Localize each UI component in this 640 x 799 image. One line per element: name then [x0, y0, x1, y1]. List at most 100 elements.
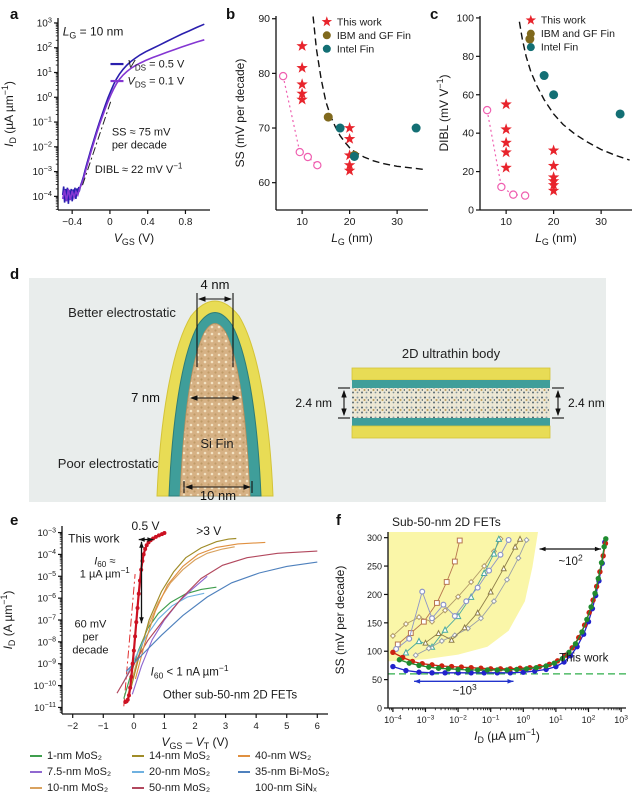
svg-text:80: 80: [462, 51, 474, 63]
svg-text:20: 20: [462, 166, 474, 178]
svg-text:SS (mV per decade): SS (mV per decade): [233, 59, 247, 168]
svg-text:~103: ~103: [452, 682, 477, 698]
svg-text:0.4: 0.4: [141, 217, 155, 228]
svg-text:5: 5: [284, 721, 289, 732]
panel-label-d: d: [10, 266, 20, 283]
fin-base-width-label: 10 nm: [200, 488, 236, 503]
legend-swatch: [30, 770, 42, 774]
svg-text:100: 100: [367, 647, 382, 657]
svg-text:60: 60: [258, 177, 270, 189]
svg-text:1: 1: [162, 721, 167, 732]
legend-label: 100-nm SiNₓ: [255, 782, 317, 794]
svg-text:0: 0: [468, 205, 474, 217]
svg-text:ID (µA µm−1): ID (µA µm−1): [0, 81, 18, 147]
svg-text:VGS (V): VGS (V): [114, 231, 154, 247]
svg-text:−1: −1: [98, 721, 109, 732]
legend-swatch: [132, 786, 144, 790]
svg-text:I60 < 1 nA µm−1: I60 < 1 nA µm−1: [151, 663, 229, 681]
better-electrostatic-label: Better electrostatic: [68, 305, 176, 320]
svg-text:LG (nm): LG (nm): [535, 231, 577, 247]
svg-text:10−4: 10−4: [37, 549, 56, 561]
legend-swatch: [30, 754, 42, 758]
svg-text:I60 ≈: I60 ≈: [94, 555, 115, 569]
fin-dimension-lines: [183, 293, 253, 493]
svg-text:90: 90: [258, 13, 270, 25]
svg-text:0.8: 0.8: [179, 217, 193, 228]
svg-text:1 µA µm−1: 1 µA µm−1: [80, 566, 131, 580]
svg-text:0.5 V: 0.5 V: [131, 519, 159, 533]
svg-text:decade: decade: [72, 645, 108, 657]
legend-item: 14-nm MoS₂: [132, 748, 238, 764]
c-chart-svg: 10 20 30 0 20 40 60 80 100 LG (nm) DIBL (mV V−1) Th…: [435, 12, 632, 247]
svg-text:per: per: [82, 632, 98, 644]
f-chart-svg: 10−4 10−3 10−2 10−1 100 101 102 103 0 50 100 150 200…: [333, 515, 628, 745]
body-thickness-right-label: 2.4 nm: [568, 396, 605, 410]
chart-c-dibl-benchmark: 10 20 30 0 20 40 60 80 100 LG (nm) DIBL (mV V−1) Th…: [435, 4, 640, 259]
body-dimension-lines: [338, 387, 564, 419]
svg-text:10−11: 10−11: [34, 702, 56, 714]
chart-b-ss-benchmark: 10 20 30 60 70 80 90 LG (nm) SS (mV per decade) T…: [232, 4, 436, 259]
panel-label-a: a: [10, 6, 19, 23]
svg-text:10−7: 10−7: [37, 615, 56, 627]
svg-text:3: 3: [223, 721, 228, 732]
svg-text:IBM and GF Fin: IBM and GF Fin: [337, 30, 411, 42]
svg-text:~102: ~102: [558, 552, 583, 568]
svg-text:50: 50: [372, 675, 382, 685]
svg-text:10−4: 10−4: [32, 189, 52, 203]
svg-text:This work: This work: [68, 531, 120, 545]
svg-text:80: 80: [258, 68, 270, 80]
legend-item: 40-nm WS₂: [238, 748, 364, 764]
svg-text:0: 0: [377, 704, 382, 714]
legend-item: 50-nm MoS₂: [132, 780, 238, 796]
svg-text:102: 102: [37, 40, 52, 54]
svg-text:103: 103: [37, 15, 52, 29]
svg-text:10: 10: [296, 216, 308, 228]
svg-text:10−10: 10−10: [34, 680, 57, 692]
svg-text:100: 100: [456, 12, 474, 24]
legend-item: 7.5-nm MoS₂: [30, 764, 132, 780]
chart-a-transfer-characteristics: −0.4 0 0.4 0.8 103 102 101 100 10−1 10−2 10−3 10−4 V…: [0, 4, 232, 259]
svg-text:250: 250: [367, 562, 382, 572]
svg-text:0: 0: [131, 721, 136, 732]
legend-item: 1-nm MoS₂: [30, 748, 132, 764]
svg-text:40: 40: [462, 128, 474, 140]
legend-swatch: [132, 770, 144, 774]
svg-text:10−3: 10−3: [37, 527, 56, 539]
svg-text:LG = 10 nm: LG = 10 nm: [63, 24, 124, 40]
legend-swatch: [132, 754, 144, 758]
svg-text:10−6: 10−6: [37, 593, 56, 605]
legend-swatch: [238, 770, 250, 774]
svg-text:VDS = 0.1 V: VDS = 0.1 V: [127, 76, 184, 90]
svg-text:10−3: 10−3: [32, 164, 52, 178]
b-chart-svg: 10 20 30 60 70 80 90 LG (nm) SS (mV per decade) T…: [233, 13, 428, 247]
legend-item: 100-nm SiNₓ: [238, 780, 364, 796]
svg-text:DIBL ≈ 22 mV V−1: DIBL ≈ 22 mV V−1: [95, 161, 183, 175]
svg-text:VDS = 0.5 V: VDS = 0.5 V: [127, 59, 184, 73]
fin-top-width-label: 4 nm: [201, 277, 230, 292]
svg-text:SS (mV per decade): SS (mV per decade): [333, 566, 347, 675]
svg-text:0: 0: [107, 217, 113, 228]
legend-label: 35-nm Bi-MoS₂: [255, 766, 330, 778]
svg-text:IBM and GF Fin: IBM and GF Fin: [541, 28, 615, 40]
svg-text:DIBL (mV V−1): DIBL (mV V−1): [436, 74, 451, 151]
svg-text:10−5: 10−5: [37, 571, 56, 583]
e-chart-svg: −2 −1 0 1 2 3 4 5 6 10−3 10−4 10−5 10−6 10−7 10−8 10−9 1…: [0, 519, 328, 751]
svg-text:30: 30: [391, 216, 403, 228]
legend-label: 10-nm MoS₂: [47, 782, 109, 794]
svg-text:ID (A µm−1): ID (A µm−1): [0, 591, 17, 650]
svg-text:300: 300: [367, 533, 382, 543]
svg-text:2: 2: [192, 721, 197, 732]
legend-label: 7.5-nm MoS₂: [47, 766, 112, 778]
panel-label-b: b: [226, 6, 236, 23]
legend-item: 35-nm Bi-MoS₂: [238, 764, 364, 780]
si-fin-label: Si Fin: [200, 436, 233, 451]
svg-text:100: 100: [516, 714, 530, 725]
svg-text:10−9: 10−9: [37, 658, 56, 670]
svg-text:70: 70: [258, 123, 270, 135]
svg-text:This work: This work: [337, 16, 383, 28]
svg-text:101: 101: [549, 714, 563, 725]
svg-text:103: 103: [614, 714, 628, 725]
svg-text:Sub-50-nm 2D FETs: Sub-50-nm 2D FETs: [392, 515, 501, 529]
svg-text:This work: This work: [541, 15, 587, 27]
legend-label: 14-nm MoS₂: [149, 750, 211, 762]
